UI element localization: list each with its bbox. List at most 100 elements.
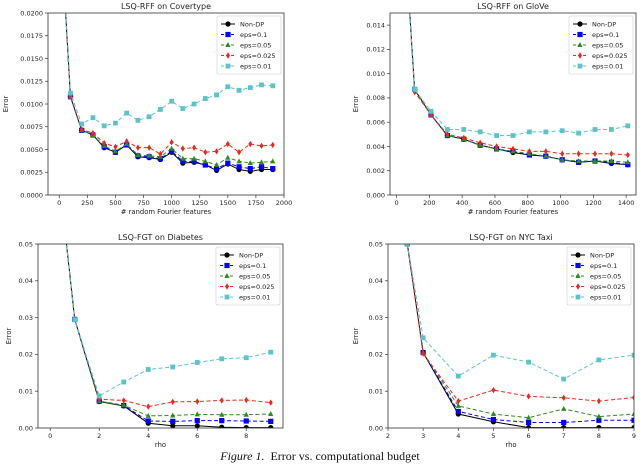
covertype-legend-item-eps-0-1: eps=0.1 (221, 31, 267, 39)
glove-y-tick-label: 0.006 (366, 119, 385, 127)
glove-point-eps-0-01 (477, 129, 483, 135)
covertype-point-eps-0-05 (112, 148, 119, 154)
diabetes-x-tick-label: 2 (97, 432, 101, 440)
nyc-taxi-x-tick-label: 7 (562, 432, 566, 440)
covertype-point-eps-0-025 (147, 144, 152, 151)
glove-legend-marker-eps-0-025 (578, 52, 582, 59)
covertype-title: LSQ-RFF on Covertype (121, 2, 211, 11)
diabetes-legend: Non-DP eps=0.1 eps=0.05 eps=0.025 eps=0.01 (215, 246, 281, 306)
nyc-taxi-legend: Non-DP eps=0.1 eps=0.05 eps=0.025 eps=0.01 (566, 246, 632, 306)
glove-y-tick-label: 0.004 (366, 143, 385, 151)
diabetes-point-eps-0-1 (170, 418, 176, 424)
diabetes-legend-marker-eps-0-01 (224, 294, 230, 300)
diabetes-legend-label-eps-0-01: eps=0.01 (239, 293, 270, 301)
glove-point-eps-0-05 (559, 156, 565, 162)
diabetes-y-axis-label: Error (5, 328, 13, 345)
glove-point-eps-0-025 (609, 150, 614, 157)
nyc-taxi-y-axis-label: Error (352, 328, 360, 345)
diabetes-point-eps-0-01 (268, 349, 274, 355)
nyc-taxi-legend-label-non-dp: Non-DP (590, 251, 614, 259)
glove-y-tick-label: 0.000 (366, 191, 385, 199)
covertype-series-eps-0-05 (65, 13, 276, 167)
diabetes-point-eps-0-05 (121, 402, 127, 408)
nyc-taxi-legend-marker-eps-0-01 (575, 294, 581, 300)
covertype-point-eps-0-01 (169, 98, 175, 104)
glove-point-eps-0-01 (609, 127, 614, 132)
nyc-taxi-legend-label-eps-0-025: eps=0.025 (590, 283, 626, 291)
nyc-taxi-point-eps-0-025 (596, 397, 601, 405)
covertype-point-eps-0-01 (191, 101, 197, 107)
nyc-taxi-y-tick-label: 0.01 (369, 388, 383, 396)
nyc-taxi-line-eps-0-025 (406, 244, 634, 402)
nyc-taxi-y-axis: 0.00 0.01 0.02 0.03 0.04 0.05 (369, 240, 388, 432)
nyc-taxi-point-eps-0-025 (526, 393, 531, 400)
diabetes-point-eps-0-05 (268, 411, 274, 417)
glove-point-eps-0-025 (494, 143, 499, 150)
covertype-point-eps-0-05 (213, 161, 220, 167)
nyc-taxi-line-eps-0-01 (406, 244, 634, 380)
diabetes-legend-item-eps-0-05: eps=0.05 (220, 272, 270, 280)
nyc-taxi-point-eps-0-025 (491, 386, 496, 394)
diabetes-point-eps-0-1 (219, 418, 225, 424)
nyc-taxi-point-non-dp (525, 425, 532, 428)
nyc-taxi-point-eps-0-1 (525, 419, 532, 426)
glove-point-eps-0-01 (576, 130, 581, 136)
nyc-taxi-point-eps-0-025 (632, 394, 634, 401)
covertype-point-eps-0-01 (135, 117, 141, 123)
covertype-x-tick-label: 1250 (191, 199, 208, 207)
diabetes-point-eps-0-05 (243, 411, 249, 417)
covertype-point-eps-0-025 (79, 126, 84, 133)
covertype-legend-label-non-dp: Non-DP (240, 20, 264, 28)
glove-legend-marker-eps-0-1 (577, 31, 583, 38)
glove-legend-box (568, 15, 634, 75)
glove-x-tick-label: 200 (423, 199, 435, 207)
covertype-point-eps-0-1 (236, 164, 242, 170)
nyc-taxi-legend-label-eps-0-05: eps=0.05 (590, 272, 621, 280)
covertype-point-eps-0-025 (270, 141, 275, 149)
diabetes-legend-label-eps-0-05: eps=0.05 (239, 272, 270, 280)
covertype-legend-item-non-dp: Non-DP (221, 20, 264, 28)
covertype-point-eps-0-05 (191, 155, 197, 161)
glove-point-eps-0-01 (445, 127, 450, 132)
covertype-point-eps-0-01 (225, 84, 231, 90)
nyc-taxi-point-eps-0-05 (525, 414, 532, 420)
diabetes-point-eps-0-05 (145, 412, 151, 418)
glove-x-tick-label: 1400 (618, 199, 635, 207)
nyc-taxi-x-tick-label: 4 (456, 432, 460, 440)
glove-point-eps-0-1 (625, 162, 631, 168)
diabetes-point-eps-0-01 (170, 364, 176, 370)
glove-x-tick-label: 600 (489, 199, 501, 207)
covertype-point-eps-0-025 (225, 140, 230, 148)
chart-diabetes: LSQ-FGT on Diabetes 0 2 4 6 8 0.00 0.01 0.02 0.03… (0, 225, 320, 449)
covertype-point-eps-0-025 (68, 93, 73, 100)
diabetes-point-eps-0-025 (268, 399, 273, 406)
glove-point-eps-0-01 (461, 127, 467, 132)
nyc-taxi-legend-item-non-dp: Non-DP (571, 251, 614, 259)
chart-covertype: LSQ-RFF on Covertype 0 250 500 750 1000 1250 15… (0, 0, 320, 216)
covertype-point-eps-0-01 (157, 107, 163, 112)
nyc-taxi-point-eps-0-01 (596, 357, 602, 363)
covertype-point-eps-0-025 (113, 143, 118, 150)
covertype-legend-marker-non-dp (225, 21, 231, 27)
covertype-line-eps-0-025 (65, 13, 273, 155)
covertype-point-eps-0-01 (146, 114, 152, 120)
nyc-taxi-x-axis: 2 3 4 5 6 7 8 9 (386, 428, 636, 440)
diabetes-point-non-dp (243, 425, 249, 428)
diabetes-legend-label-eps-0-1: eps=0.1 (239, 262, 266, 270)
glove-y-axis-label: Error (352, 96, 360, 113)
glove-legend-item-eps-0-05: eps=0.05 (573, 41, 623, 49)
covertype-point-eps-0-05 (169, 145, 175, 151)
covertype-point-eps-0-025 (102, 139, 107, 147)
diabetes-point-non-dp (194, 423, 200, 428)
diabetes-point-eps-0-025 (244, 396, 249, 404)
diabetes-point-eps-0-01 (72, 317, 78, 323)
glove-point-eps-0-01 (412, 87, 417, 92)
glove-point-eps-0-025 (625, 151, 630, 159)
covertype-point-eps-0-05 (225, 154, 231, 160)
diabetes-y-tick-label: 0.02 (19, 351, 33, 359)
diabetes-point-eps-0-1 (145, 418, 151, 424)
figure-caption-label: Figure 1. (220, 449, 265, 463)
diabetes-x-tick-label: 4 (146, 432, 150, 440)
covertype-legend-marker-eps-0-025 (226, 52, 230, 59)
